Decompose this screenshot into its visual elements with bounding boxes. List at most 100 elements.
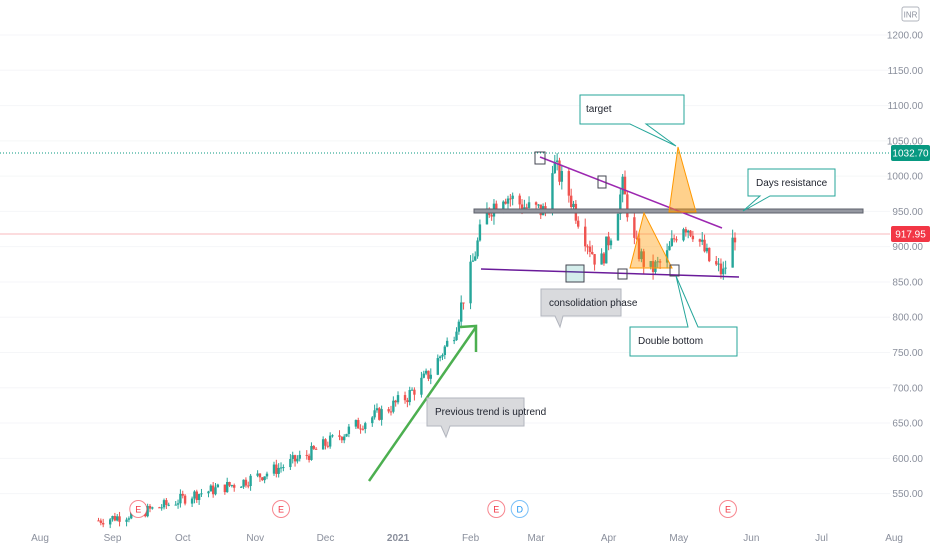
resistance-band[interactable] [473,208,864,214]
consolidation-phase-callout[interactable]: consolidation phase [540,288,638,329]
event-label: E [725,505,731,515]
candle [389,405,393,416]
double-bottom-callout[interactable]: Double bottom [629,275,738,357]
candle [705,243,709,254]
candle [633,212,636,245]
price-level-badge[interactable] [891,226,930,243]
candle [586,244,589,255]
candle [214,482,217,496]
x-tick-label: May [669,533,688,544]
candle [518,193,521,212]
candle [668,241,671,251]
uptrend-arrow-shaft[interactable] [367,326,478,482]
candle [176,499,180,509]
bottom-marker-2[interactable] [669,264,680,277]
days-resistance-callout[interactable]: Days resistance [742,168,836,212]
candle [165,498,168,509]
descending-trendline[interactable] [539,156,723,229]
price-level-badge[interactable] [891,145,930,162]
candle [378,406,381,421]
candle [403,391,407,404]
candle [279,462,283,473]
candle [394,399,397,407]
candle [588,240,592,258]
consolidation-box[interactable] [565,264,585,283]
candle [209,484,213,492]
candle [111,515,114,522]
candle [691,230,695,242]
candle [244,477,248,488]
candle [567,167,571,203]
candle [569,188,573,213]
candle [609,238,613,250]
x-axis: Aug Sep Oct Nov Dec 2021 Feb Mar Apr May Jun Jul Aug [31,533,903,544]
x-tick-label: Nov [246,533,264,544]
candle [193,490,196,504]
target-callout[interactable]: target [579,94,685,147]
x-tick-label: Aug [31,533,49,544]
candle [371,416,374,427]
candle [228,481,231,488]
event-label: E [278,505,284,515]
candle [240,485,243,488]
candle [113,512,117,522]
earnings-marker[interactable]: E [272,500,291,518]
candle [605,236,608,264]
double-bottom-callout-text: Double bottom [638,336,703,347]
candle [551,165,554,216]
dividend-marker[interactable]: D [510,500,529,518]
earnings-marker[interactable]: E [718,500,737,518]
candle [708,247,711,263]
support-trendline[interactable] [480,268,740,278]
candle [207,490,210,498]
candle [455,327,458,341]
bottom-marker-1[interactable] [617,268,628,280]
x-tick-label: Jun [743,533,759,544]
y-axis: INR 550.00 600.00 650.00 700.00 750.00 800.00… [887,6,930,500]
candle [328,432,332,449]
candle [701,232,704,246]
candle [200,488,203,497]
candle [305,450,308,460]
candle [396,391,400,405]
candle [584,218,587,252]
x-tick-label: Jul [815,533,828,544]
event-label: E [493,505,499,515]
candle [406,397,409,408]
top-marker-2[interactable] [597,175,607,189]
x-tick-label: Aug [885,533,903,544]
y-tick-label: 800.00 [892,313,923,324]
candle [462,302,465,310]
candle [441,353,444,361]
candle [413,387,416,401]
top-marker-1[interactable] [534,151,546,165]
previous-trend-callout-text: Previous trend is uptrend [435,407,546,418]
target-projection-triangle[interactable] [668,146,697,213]
candle [167,502,170,507]
uptrend-arrow-head[interactable] [459,324,478,352]
candle [357,417,360,429]
candle [258,473,262,482]
candle [190,496,194,508]
candle [181,490,184,499]
pattern-triangle[interactable] [629,211,673,269]
candle [424,368,428,376]
previous-trend-callout[interactable]: Previous trend is uptrend [426,397,546,439]
y-tick-label: 1100.00 [888,101,924,112]
x-tick-label: Apr [601,533,617,544]
earnings-marker[interactable]: E [487,500,506,518]
consolidation-phase-callout-text: consolidation phase [549,298,638,309]
candle [684,226,688,237]
earnings-marker[interactable]: E [129,500,148,518]
candle [509,193,512,207]
currency-badge[interactable] [901,6,920,22]
candle [359,424,362,434]
candle [654,260,657,275]
x-tick-label: Mar [527,533,545,544]
candle [490,212,493,221]
candle [314,447,318,450]
candle [429,368,432,385]
candle [591,245,594,255]
candle [195,489,198,503]
